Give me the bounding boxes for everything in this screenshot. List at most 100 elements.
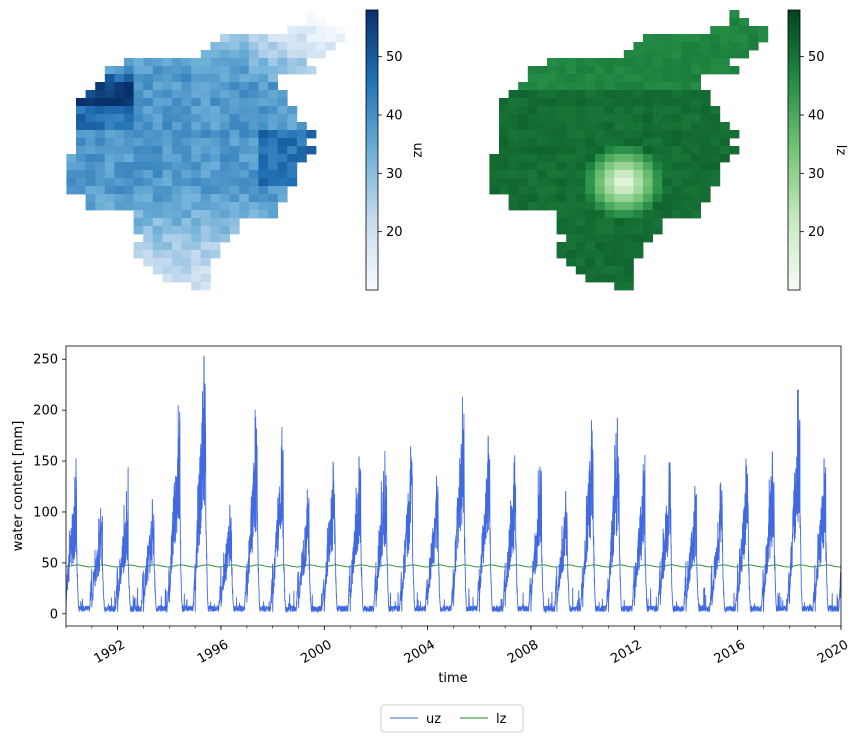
uz-cell — [124, 122, 134, 131]
uz-cell — [152, 82, 163, 91]
uz-cell — [191, 66, 202, 75]
lz-cell — [662, 106, 673, 115]
lz-cell — [729, 26, 740, 35]
lz-cell — [710, 154, 721, 163]
uz-cell — [143, 178, 154, 187]
uz-cell — [200, 266, 211, 275]
uz-cell — [277, 170, 288, 179]
uz-cell — [239, 90, 250, 99]
uz-colorbar-gradient — [365, 9, 379, 291]
uz-cell — [200, 114, 211, 123]
lz-cell — [633, 250, 644, 259]
lz-cell — [671, 82, 682, 91]
uz-cell — [239, 194, 250, 203]
lz-cell — [508, 122, 519, 131]
lz-cell — [643, 74, 653, 83]
uz-cell — [277, 50, 288, 59]
lz-cell — [614, 218, 625, 227]
uz-cell — [191, 82, 202, 91]
uz-cell — [220, 82, 230, 91]
lz-cell — [758, 26, 769, 35]
uz-cell — [66, 162, 77, 171]
uz-cell — [181, 82, 192, 91]
lz-cell — [604, 138, 615, 147]
uz-cell — [172, 266, 182, 275]
legend-uz-label: uz — [426, 712, 441, 727]
lz-cell — [575, 146, 586, 155]
uz-cell — [181, 162, 192, 171]
lz-cell — [691, 154, 701, 163]
lz-cell — [556, 226, 567, 235]
uz-cell — [152, 202, 163, 211]
lz-cell — [566, 130, 577, 139]
uz-cell — [277, 66, 288, 75]
lz-cell — [719, 50, 730, 59]
uz-cell — [162, 106, 173, 115]
uz-cell — [229, 122, 240, 131]
lz-cell — [671, 130, 682, 139]
uz-cell — [200, 250, 211, 259]
lz-cell — [671, 194, 682, 203]
lz-cell — [633, 66, 644, 75]
lz-cell — [719, 58, 730, 67]
lz-cell — [643, 66, 653, 75]
lz-cell — [633, 242, 644, 251]
lz-cell — [729, 18, 740, 27]
uz-cell — [152, 186, 163, 195]
uz-cell — [210, 130, 221, 139]
uz-cell — [104, 66, 115, 75]
lz-cell — [527, 106, 538, 115]
lz-cell — [575, 234, 586, 243]
lz-cell — [518, 186, 529, 195]
lz-cell — [575, 170, 586, 179]
lz-cell — [681, 114, 692, 123]
uz-cell — [191, 218, 202, 227]
lz-cell — [700, 146, 711, 155]
uz-cell — [258, 154, 269, 163]
uz-cell — [268, 82, 278, 91]
uz-cell — [277, 90, 288, 99]
lz-cell — [729, 42, 740, 51]
lz-cell — [585, 258, 596, 267]
uz-cell — [124, 186, 134, 195]
uz-cell — [210, 66, 221, 75]
lz-cell — [604, 82, 615, 91]
lz-cell — [623, 210, 634, 219]
uz-cell — [162, 226, 173, 235]
lz-cell — [662, 154, 673, 163]
uz-cell — [316, 50, 326, 59]
lz-cell — [691, 74, 701, 83]
uz-cell — [181, 106, 192, 115]
uz-cell — [200, 282, 211, 291]
uz-cell — [143, 242, 154, 251]
uz-cell — [124, 82, 134, 91]
lz-cell — [537, 82, 548, 91]
lz-cell — [614, 74, 625, 83]
lz-cell — [633, 194, 644, 203]
uz-cell — [162, 130, 173, 139]
lz-cell — [671, 138, 682, 147]
uz-cell — [258, 98, 269, 107]
lz-cell — [652, 154, 663, 163]
lz-cell — [575, 266, 586, 275]
lz-cell — [604, 146, 615, 155]
uz-cell — [114, 154, 125, 163]
lz-cell — [681, 210, 692, 219]
lz-cell — [518, 138, 529, 147]
lz-cell — [556, 58, 567, 67]
uz-cell — [239, 138, 250, 147]
uz-cell — [200, 50, 211, 59]
uz-cell — [162, 242, 173, 251]
uz-cell — [181, 258, 192, 267]
uz-cell — [220, 178, 230, 187]
lz-cell — [614, 194, 625, 203]
uz-cell — [172, 106, 182, 115]
uz-cell — [229, 82, 240, 91]
uz-cell — [210, 162, 221, 171]
uz-cell — [210, 250, 221, 259]
lz-cell — [643, 98, 653, 107]
uz-cell — [248, 186, 259, 195]
lz-cell — [595, 242, 605, 251]
uz-cell — [239, 34, 250, 43]
lz-cell — [623, 258, 634, 267]
